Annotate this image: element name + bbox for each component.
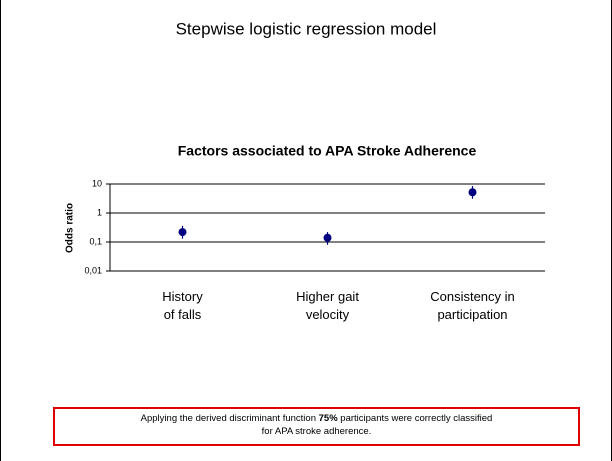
note-text: Applying the derived discriminant functi… [140, 413, 319, 424]
note-bold: 75% [318, 413, 338, 424]
note-text: for APA stroke adherence. [261, 426, 372, 437]
point [468, 188, 477, 197]
note-box: Applying the derived discriminant functi… [53, 407, 580, 446]
y-tick-label: 10 [92, 178, 102, 188]
y-tick-label: 1 [97, 207, 102, 217]
chart-title: Factors associated to APA Stroke Adheren… [178, 143, 477, 159]
y-tick-label: 0,01 [84, 265, 102, 275]
slide-title: Stepwise logistic regression model [176, 19, 437, 38]
y-tick-label: 0,1 [89, 236, 102, 246]
point [323, 233, 332, 242]
x-tick-label: Higher gait velocity [296, 289, 359, 322]
x-tick-label: Consistency in participation [430, 289, 515, 322]
note-text: participants were correctly classified [337, 413, 493, 424]
point [178, 228, 187, 237]
y-axis-label: Odds ratio [65, 203, 76, 253]
x-tick-label: History of falls [162, 289, 203, 322]
